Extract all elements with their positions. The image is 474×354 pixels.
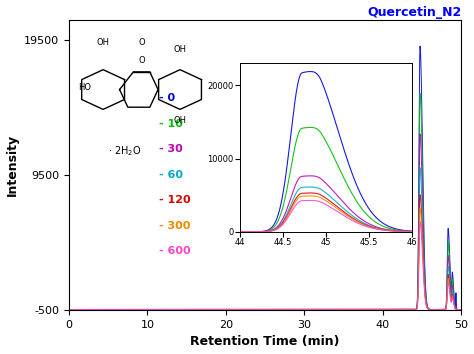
Text: - 300: - 300 — [159, 221, 191, 231]
Text: $\cdot$ 2H$_2$O: $\cdot$ 2H$_2$O — [108, 145, 142, 158]
Text: Quercetin_N2: Quercetin_N2 — [367, 6, 462, 18]
Y-axis label: Intensity: Intensity — [6, 134, 18, 196]
Text: - 60: - 60 — [159, 170, 183, 180]
X-axis label: Retention Time (min): Retention Time (min) — [191, 336, 340, 348]
Text: - 0: - 0 — [159, 93, 175, 103]
Text: - 120: - 120 — [159, 195, 191, 205]
Text: - 10: - 10 — [159, 119, 183, 129]
Text: - 30: - 30 — [159, 144, 183, 154]
Text: - 600: - 600 — [159, 246, 191, 257]
